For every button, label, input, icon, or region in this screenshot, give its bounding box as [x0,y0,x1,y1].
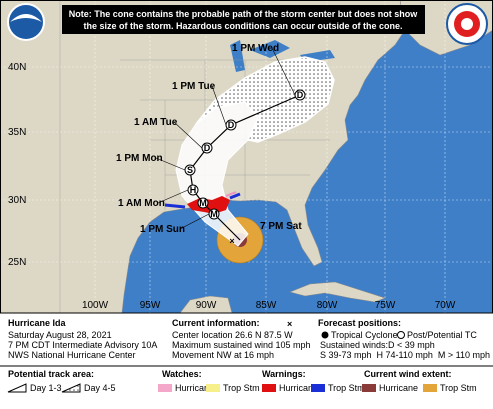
swatch [158,384,172,392]
swatch [206,384,220,392]
longitude-label: 75W [375,300,396,311]
day45-icon [61,383,81,393]
storm-line: NWS National Hurricane Center [8,350,136,360]
current-icon: × [287,319,292,329]
current-info-title: Current information: [172,318,260,328]
map: 1 PM Sun MM 1 AM Mon H 1 PM Mon S 1 AM Tue D 1 P… [0,0,493,313]
legend-title: Potential track area: [8,369,94,379]
storm-line: 7 PM CDT Intermediate Advisory 10A [8,340,157,350]
legend-title: Warnings: [262,369,306,379]
forecast-winds-d: D < 39 mph [388,340,435,350]
latitude-label: 30N [8,195,26,206]
longitude-label: 90W [196,300,217,311]
noaa-logo [7,3,45,41]
tropical-cyclone-icon [321,331,329,339]
track-point [197,197,209,209]
forecast-winds-line: S 39-73 mph H 74-110 mph M > 110 mph [320,350,490,360]
legend-item: Day 4-5 [84,383,116,393]
latitude-label: 25N [8,257,26,268]
latitude-label: 35N [8,127,26,138]
label-leader [179,213,210,230]
nws-logo [446,3,488,45]
swatch [423,384,437,392]
label-leader [155,157,186,171]
swatch [362,384,376,392]
info-panel [0,313,493,404]
hurricane-watch [225,191,237,197]
note-line: the size of the storm. Hazardous conditi… [83,21,402,31]
current-position: × [229,236,234,246]
current-info-line: Center location 26.6 N 87.5 W [172,330,293,340]
legend-item: Hurricane [279,383,318,393]
track-point [208,208,220,220]
swatch [311,384,325,392]
post-tc-icon [397,331,405,339]
legend-item: Hurricane [379,383,418,393]
legend-item: Day 1-3 [30,383,62,393]
track-point [225,119,237,131]
track-point [201,142,213,154]
storm-name: Hurricane Ida [8,318,67,328]
forecast-title: Forecast positions: [318,318,401,328]
track-point [294,89,306,101]
track-point-letter: S [187,165,193,175]
track-time-label: 1 PM Sun [140,224,185,235]
track-time-label: 1 PM Mon [116,153,163,164]
track-time-label: 1 AM Mon [118,198,165,209]
label-leader [157,189,189,204]
graticule [0,0,493,313]
track-layer: 1 PM Sun MM 1 AM Mon H 1 PM Mon S 1 AM Tue D 1 P… [116,43,306,235]
current-info-line: Movement NW at 16 mph [172,350,274,360]
legend-item: Trop Stm [223,383,260,393]
label-leader [271,47,296,96]
track-point-letter: D [297,90,304,100]
note-line: Note: The cone contains the probable pat… [69,9,419,19]
longitude-label: 80W [317,300,338,311]
longitude-label: 70W [435,300,456,311]
track-point-letter: D [228,120,235,130]
legend-title: Current wind extent: [364,369,452,379]
track-point [184,164,196,176]
track-time-label: 1 PM Tue [172,81,216,92]
swatch [262,384,276,392]
forecast-post: Post/Potential TC [407,330,477,340]
longitude-label: 100W [82,300,109,311]
track-point-letter: M [199,198,207,208]
track-point-letter: M [210,209,218,219]
note-box [62,5,425,34]
track-time-label: 1 PM Wed [232,43,279,54]
tropical-storm-warning [164,192,241,209]
legend-item: Trop Stm [328,383,365,393]
day13-icon [7,383,27,393]
cone-day-4-5 [195,56,335,143]
cuba [289,281,386,303]
longitude-label: 95W [140,300,161,311]
legend-title: Watches: [162,369,202,379]
forecast-tropical: Tropical Cyclone [331,330,398,340]
track-point-letter: D [204,143,211,153]
hurricane-warning [187,196,230,214]
legend-item: Trop Stm [440,383,477,393]
longitude-labels: 100W 95W 90W 85W 80W 75W 70W [82,300,456,311]
label-leader [211,85,227,126]
current-info-line: Maximum sustained wind 105 mph [172,340,311,350]
label-leader [173,121,203,149]
legend-item: Hurricane [175,383,214,393]
track-point-letter: H [190,185,197,195]
track-time-label: 1 AM Tue [134,117,178,128]
latitude-label: 40N [8,62,26,73]
current-time-label: 7 PM Sat [260,221,302,232]
forecast-winds-title: Sustained winds: [320,340,388,350]
track-point [187,184,199,196]
storm-line: Saturday August 28, 2021 [8,330,112,340]
great-lakes [230,40,335,72]
longitude-label: 85W [256,300,277,311]
latitude-labels: 40N 35N 30N 25N [8,62,26,268]
